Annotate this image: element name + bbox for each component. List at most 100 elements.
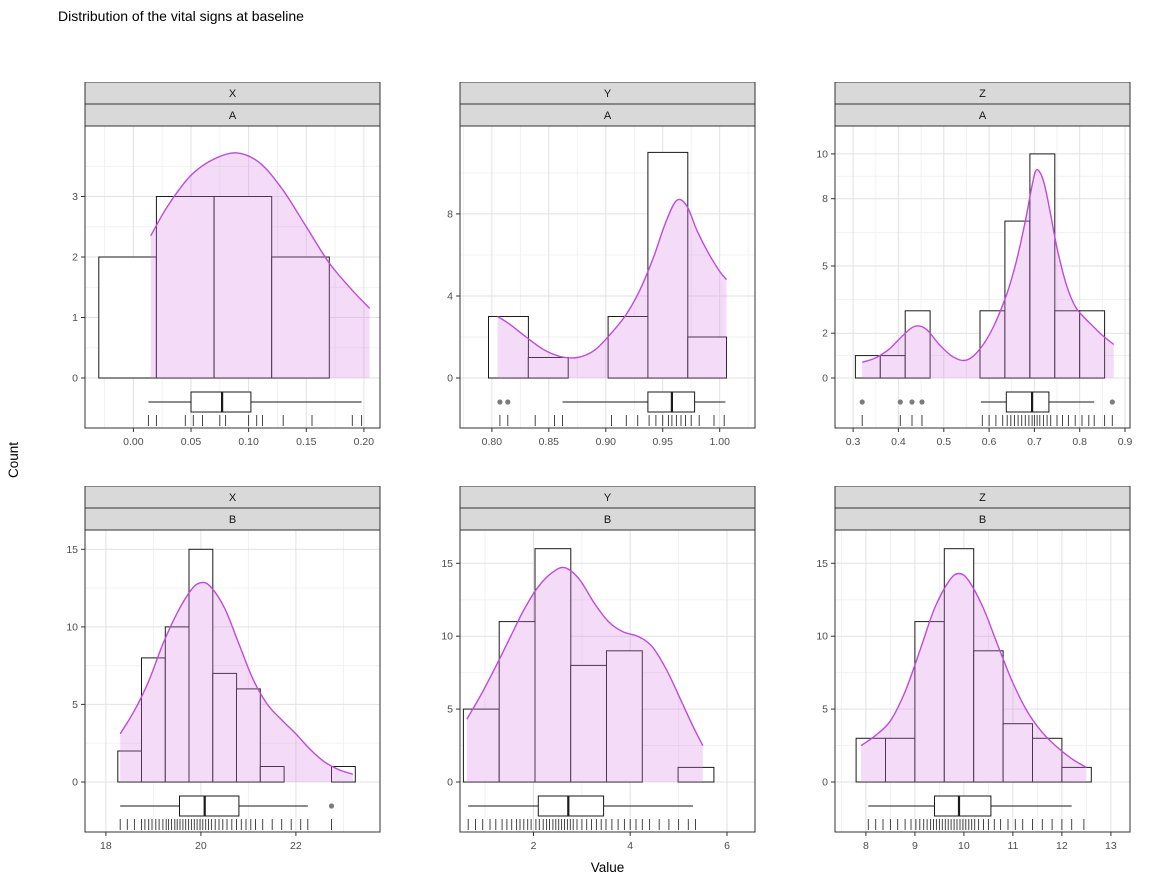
- y-axis-title: Count: [6, 441, 21, 479]
- y-tick-label: 10: [816, 148, 828, 160]
- density-curve: [497, 198, 728, 359]
- x-tick-label: 20: [195, 840, 207, 852]
- y-tick-label: 5: [822, 704, 828, 716]
- boxplot-outlier: [919, 399, 925, 405]
- y-tick-label: 0: [72, 373, 78, 385]
- facet-chart-Z-A: ZA 0.3 0.4 0.5 0.6 0.7 0.8 0.9 0 2 5 8 10: [816, 82, 1132, 448]
- histogram-bar: [534, 548, 572, 783]
- boxplot-outlier: [497, 399, 503, 405]
- histogram-bar: [271, 256, 330, 379]
- density-curve: [150, 152, 371, 309]
- y-tick-label: 8: [447, 208, 453, 220]
- histogram-bar: [687, 336, 727, 379]
- facet-chart-Y-B: YB 2 4 6 0 5 10 15: [441, 486, 756, 852]
- facet-strip-group-label: B: [979, 514, 986, 526]
- y-tick-label: 1: [72, 312, 78, 324]
- x-tick-label: 11: [1007, 840, 1018, 852]
- x-tick-label: 8: [863, 840, 869, 852]
- boxplot-box: [537, 795, 605, 817]
- x-tick-label: 0.4: [891, 436, 906, 448]
- y-tick-label: 5: [822, 261, 828, 273]
- facet-chart-X-A: XA 0.00 0.05 0.10 0.15 0.20 0 1 2 3: [72, 82, 381, 448]
- density-curve: [860, 572, 1087, 769]
- y-tick-label: 8: [822, 193, 828, 205]
- histogram-bar: [570, 664, 607, 783]
- x-tick-label: 0.05: [181, 436, 202, 448]
- boxplot-box: [179, 795, 240, 817]
- facet-strip-variable-label: Z: [979, 88, 986, 100]
- density-fill: [150, 152, 370, 378]
- histogram-bar: [259, 766, 285, 783]
- histogram-bar: [606, 650, 643, 783]
- histogram-bar: [1002, 723, 1034, 783]
- histogram-bar: [1054, 310, 1081, 379]
- histogram-bar: [188, 548, 214, 783]
- y-tick-label: 3: [72, 191, 78, 203]
- histogram-bar: [904, 310, 931, 379]
- x-tick-label: 0.00: [123, 436, 144, 448]
- facet-strip-variable-label: Z: [979, 492, 986, 504]
- facet-chart-Z-B: ZB 8 9 10 11 12 13 0 5 10 15: [816, 486, 1131, 852]
- facet-strip-group: [84, 507, 381, 531]
- facet-chart-Y-A: YA 0.80 0.85 0.90 0.95 1.00 0 4 8: [447, 82, 756, 448]
- y-tick-label: 0: [72, 777, 78, 789]
- facet-strip-group: [459, 507, 756, 531]
- y-tick-label: 0: [447, 373, 453, 385]
- y-tick-label: 0: [822, 373, 828, 385]
- histogram-bar: [1061, 766, 1092, 783]
- facet-strip-variable-label: X: [229, 492, 237, 504]
- x-tick-label: 13: [1105, 840, 1117, 852]
- y-tick-label: 10: [441, 631, 453, 643]
- y-tick-label: 15: [816, 558, 828, 570]
- y-tick-label: 15: [66, 544, 78, 556]
- boxplot-box: [934, 795, 992, 817]
- boxplot-outlier: [328, 803, 335, 809]
- histogram-bar: [98, 256, 157, 379]
- histogram-bar: [1079, 310, 1106, 379]
- y-tick-label: 2: [822, 328, 828, 340]
- histogram-bar: [855, 737, 886, 783]
- x-tick-label: 0.15: [296, 436, 317, 448]
- histogram-bar: [1029, 153, 1056, 379]
- boxplot-outlier: [859, 399, 865, 405]
- x-tick-label: 6: [724, 840, 730, 852]
- x-tick-label: 9: [912, 840, 918, 852]
- boxplot-box: [190, 391, 252, 413]
- facet-strip-group-label: A: [604, 110, 612, 122]
- y-tick-label: 0: [447, 777, 453, 789]
- histogram-bar: [607, 316, 649, 379]
- x-tick-label: 0.8: [1072, 436, 1087, 448]
- x-tick-label: 0.95: [652, 436, 673, 448]
- density-curve: [861, 168, 1115, 363]
- density-fill: [466, 567, 703, 782]
- plot-title: Distribution of the vital signs at basel…: [58, 8, 304, 24]
- histogram-bar: [677, 766, 715, 783]
- facet-strip-group: [834, 507, 1131, 531]
- y-tick-label: 5: [447, 704, 453, 716]
- panel-background: [835, 126, 1130, 428]
- y-tick-label: 5: [72, 699, 78, 711]
- x-tick-label: 2: [531, 840, 537, 852]
- histogram-bar: [488, 316, 529, 379]
- boxplot-outlier: [505, 399, 511, 405]
- density-fill: [120, 582, 353, 782]
- facet-strip-group: [459, 103, 756, 127]
- x-tick-label: 0.10: [238, 436, 259, 448]
- facet-strip-variable-label: Y: [604, 492, 612, 504]
- boxplot-box: [1005, 391, 1050, 413]
- histogram-bar: [462, 708, 500, 783]
- histogram-bar: [236, 688, 261, 783]
- histogram-bar: [331, 766, 356, 783]
- x-axis-title: Value: [590, 860, 625, 875]
- facet-strip-group-label: A: [229, 110, 237, 122]
- histogram-bar: [647, 151, 689, 379]
- facet-strip-variable-label: Y: [604, 88, 612, 100]
- histogram-bar: [914, 621, 945, 783]
- density-curve: [119, 581, 354, 775]
- y-tick-label: 0: [822, 777, 828, 789]
- x-tick-label: 0.3: [846, 436, 861, 448]
- facet-chart-X-B: XB 18 20 22 0 5 10 15: [66, 486, 381, 852]
- facet-strip-group: [834, 103, 1131, 127]
- histogram-bar: [213, 196, 273, 379]
